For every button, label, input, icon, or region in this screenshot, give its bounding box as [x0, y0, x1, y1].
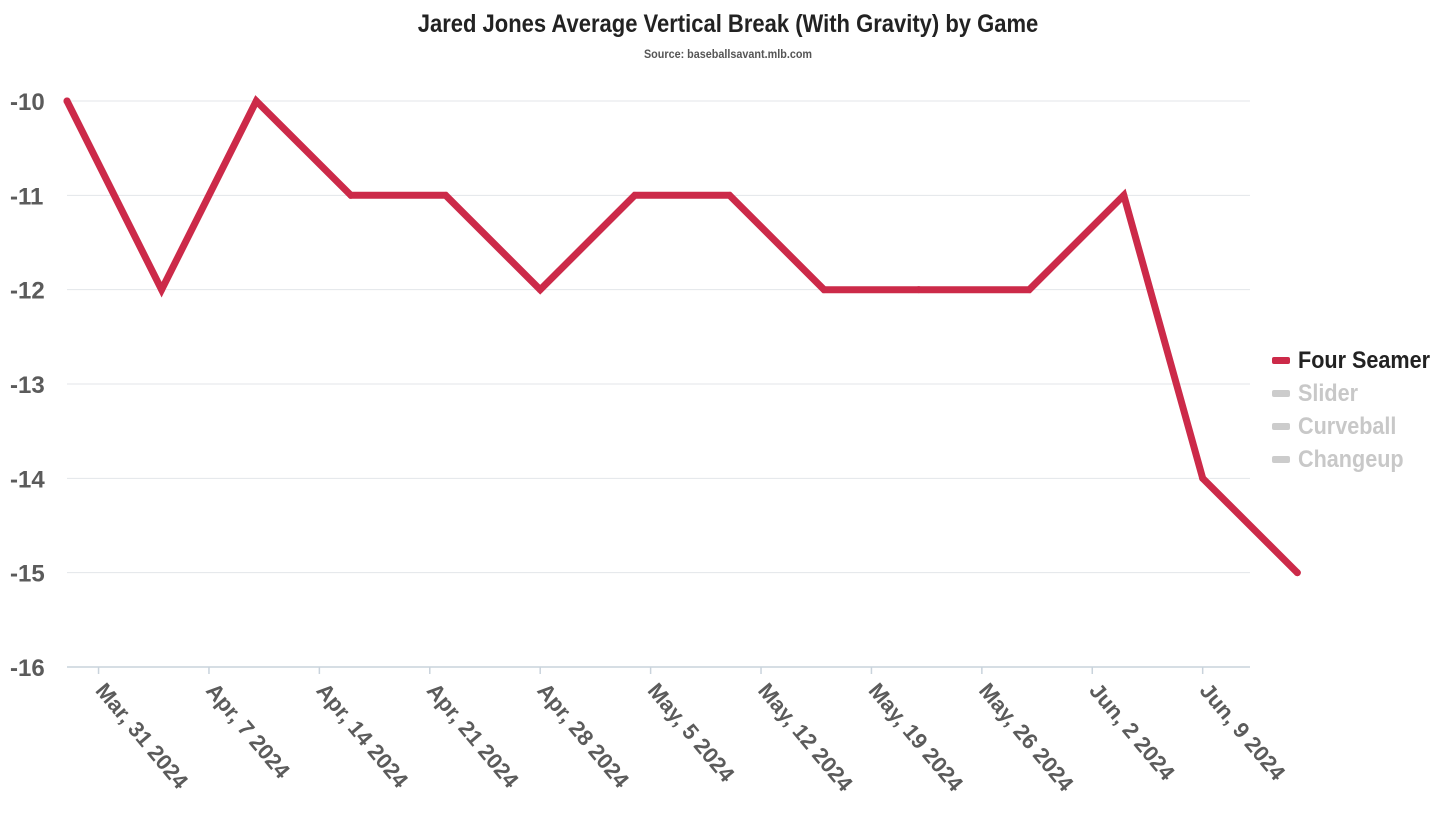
- legend-label: Changeup: [1298, 445, 1404, 473]
- data-point[interactable]: [1025, 286, 1033, 294]
- y-axis-ticks: -10 -11 -12 -13 -14 -15 -16: [10, 89, 45, 682]
- series-lines: [63, 95, 1301, 577]
- legend-item-slider[interactable]: Slider: [1272, 377, 1445, 410]
- data-point[interactable]: [915, 286, 923, 294]
- y-tick-label: -11: [10, 183, 43, 210]
- data-point[interactable]: [158, 286, 166, 294]
- data-point[interactable]: [347, 191, 355, 199]
- legend-label: Four Seamer: [1298, 346, 1431, 374]
- y-tick-label: -10: [10, 89, 45, 116]
- x-tick-label: Apr, 21 2024: [422, 678, 524, 793]
- legend-item-curveball[interactable]: Curveball: [1272, 410, 1445, 443]
- legend-item-four-seamer[interactable]: Four Seamer: [1272, 344, 1445, 377]
- x-tick-label: Jun, 2 2024: [1084, 678, 1180, 786]
- x-tick-label: May, 12 2024: [753, 678, 858, 796]
- data-point[interactable]: [1293, 569, 1301, 577]
- data-point[interactable]: [252, 97, 260, 105]
- y-tick-label: -12: [10, 278, 45, 305]
- legend-item-changeup[interactable]: Changeup: [1272, 443, 1445, 476]
- data-point[interactable]: [536, 286, 544, 294]
- data-point[interactable]: [1199, 474, 1207, 482]
- x-tick-label: Apr, 14 2024: [312, 678, 414, 793]
- series-line-four-seamer[interactable]: [63, 95, 1301, 577]
- data-point[interactable]: [725, 191, 733, 199]
- gridlines: [67, 100, 1250, 668]
- legend-label: Slider: [1298, 379, 1359, 407]
- x-axis: Mar, 31 2024 Apr, 7 2024 Apr, 14 2024 Apr, …: [91, 667, 1291, 797]
- legend-swatch: [1272, 456, 1290, 463]
- data-point[interactable]: [63, 97, 71, 105]
- x-tick-label: Apr, 28 2024: [532, 678, 634, 793]
- data-point[interactable]: [820, 286, 828, 294]
- legend-label: Curveball: [1298, 412, 1397, 440]
- y-tick-label: -13: [10, 372, 45, 399]
- y-tick-label: -14: [10, 466, 45, 493]
- legend: Four Seamer Slider Curveball Changeup: [1272, 344, 1445, 476]
- chart-subtitle: Source: baseballsavant.mlb.com: [643, 47, 813, 61]
- x-tick-label: May, 5 2024: [643, 678, 740, 787]
- x-tick-label: May, 19 2024: [864, 678, 969, 796]
- legend-swatch: [1272, 390, 1290, 397]
- data-point[interactable]: [631, 191, 639, 199]
- y-tick-label: -16: [10, 655, 45, 682]
- legend-swatch: [1272, 423, 1290, 430]
- y-tick-label: -15: [10, 561, 45, 588]
- data-point[interactable]: [442, 191, 450, 199]
- data-point[interactable]: [1120, 191, 1128, 199]
- x-tick-label: Jun, 9 2024: [1195, 678, 1291, 786]
- x-tick-label: Apr, 7 2024: [201, 678, 295, 784]
- x-tick-label: Mar, 31 2024: [91, 678, 194, 794]
- legend-swatch: [1272, 357, 1290, 364]
- x-tick-label: May, 26 2024: [974, 678, 1079, 796]
- chart-title: Jared Jones Average Vertical Break (With…: [417, 10, 1039, 38]
